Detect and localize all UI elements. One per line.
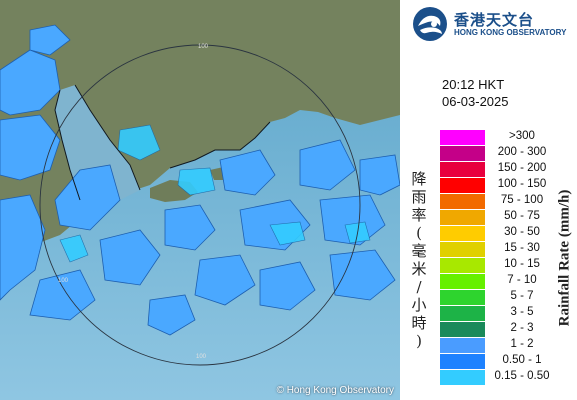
legend-swatch xyxy=(440,274,485,289)
legend-swatch xyxy=(440,226,485,241)
legend-row: 7 - 10 xyxy=(440,273,560,289)
range-ring-label-left: 100 xyxy=(58,278,69,284)
legend-title-zh: 降雨率(毫米 / 小時) xyxy=(410,170,428,350)
legend-swatch xyxy=(440,370,485,385)
legend-label: 200 - 300 xyxy=(497,146,547,158)
copyright-notice: © Hong Kong Observatory xyxy=(276,385,394,396)
radar-map: 100 100 100 © Hong Kong Observatory xyxy=(0,0,400,400)
legend-label: 30 - 50 xyxy=(504,226,540,238)
legend-title-zh-char: 率 xyxy=(411,206,427,224)
legend-row: 10 - 15 xyxy=(440,257,560,273)
legend-row: 0.50 - 1 xyxy=(440,353,560,369)
org-name-zh: 香港天文台 xyxy=(454,11,535,29)
legend-swatch xyxy=(440,354,485,369)
observation-date: 06-03-2025 xyxy=(442,94,509,109)
range-ring-label-top: 100 xyxy=(198,44,209,50)
legend-label: 1 - 2 xyxy=(510,338,534,350)
legend-title-zh-char: / xyxy=(416,278,422,296)
range-ring-label-bottom: 100 xyxy=(196,354,207,360)
legend-row: 50 - 75 xyxy=(440,209,560,225)
legend-row: 5 - 7 xyxy=(440,289,560,305)
boundary-lines xyxy=(54,84,271,201)
legend-label: 50 - 75 xyxy=(504,210,540,222)
legend-swatch xyxy=(440,146,485,161)
radar-echoes xyxy=(0,24,400,336)
legend-swatch xyxy=(440,130,485,145)
legend-title-zh-char: 米 xyxy=(411,260,427,278)
legend-title-zh-char: 降 xyxy=(411,170,427,188)
legend-row: 15 - 30 xyxy=(440,241,560,257)
side-panel: 香港天文台 HONG KONG OBSERVATORY 20:12 HKT 06… xyxy=(400,0,577,400)
hko-logo-icon xyxy=(413,7,447,41)
legend-title-zh-char: 小 xyxy=(411,296,427,314)
legend-label: 150 - 200 xyxy=(497,162,547,174)
legend-swatch xyxy=(440,178,485,193)
legend-row: 3 - 5 xyxy=(440,305,560,321)
observation-time: 20:12 HKT xyxy=(442,77,505,92)
legend-row: >300 xyxy=(440,129,560,145)
radar-map-svg: 100 100 100 xyxy=(0,24,400,400)
legend-label: 2 - 3 xyxy=(510,322,534,334)
legend-swatch xyxy=(440,306,485,321)
legend-swatch xyxy=(440,322,485,337)
legend-title-zh-char: ( xyxy=(416,224,422,242)
legend-label: 7 - 10 xyxy=(507,274,537,286)
legend-swatch xyxy=(440,162,485,177)
legend-title-zh-char: 雨 xyxy=(411,188,427,206)
legend-row: 2 - 3 xyxy=(440,321,560,337)
radar-echoes-light xyxy=(59,124,371,263)
legend-label: >300 xyxy=(509,130,535,142)
rainfall-legend: >300 200 - 300 150 - 200 100 - 150 75 - 100 5… xyxy=(440,129,560,385)
legend-row: 100 - 150 xyxy=(440,177,560,193)
org-name-en: HONG KONG OBSERVATORY xyxy=(454,28,567,37)
hko-logo: 香港天文台 HONG KONG OBSERVATORY xyxy=(412,6,572,42)
legend-row: 0.15 - 0.50 xyxy=(440,369,560,385)
legend-swatch xyxy=(440,290,485,305)
legend-swatch xyxy=(440,210,485,225)
legend-title-zh-char: 時 xyxy=(411,314,427,332)
legend-title-zh-char: ) xyxy=(416,332,422,350)
legend-label: 15 - 30 xyxy=(504,242,540,254)
legend-row: 1 - 2 xyxy=(440,337,560,353)
legend-swatch xyxy=(440,258,485,273)
legend-label: 5 - 7 xyxy=(510,290,534,302)
legend-row: 150 - 200 xyxy=(440,161,560,177)
legend-label: 3 - 5 xyxy=(510,306,534,318)
range-rings xyxy=(39,44,361,366)
legend-label: 10 - 15 xyxy=(504,258,540,270)
legend-swatch xyxy=(440,194,485,209)
legend-title-zh-char: 毫 xyxy=(411,242,427,260)
legend-swatch xyxy=(440,338,485,353)
legend-swatch xyxy=(440,242,485,257)
legend-row: 200 - 300 xyxy=(440,145,560,161)
legend-label: 0.50 - 1 xyxy=(502,354,542,366)
legend-row: 75 - 100 xyxy=(440,193,560,209)
legend-label: 100 - 150 xyxy=(497,178,547,190)
legend-label: 75 - 100 xyxy=(500,194,544,206)
legend-label: 0.15 - 0.50 xyxy=(494,370,550,382)
legend-row: 30 - 50 xyxy=(440,225,560,241)
legend-title-en: Rainfall Rate (mm/h) xyxy=(556,189,573,327)
